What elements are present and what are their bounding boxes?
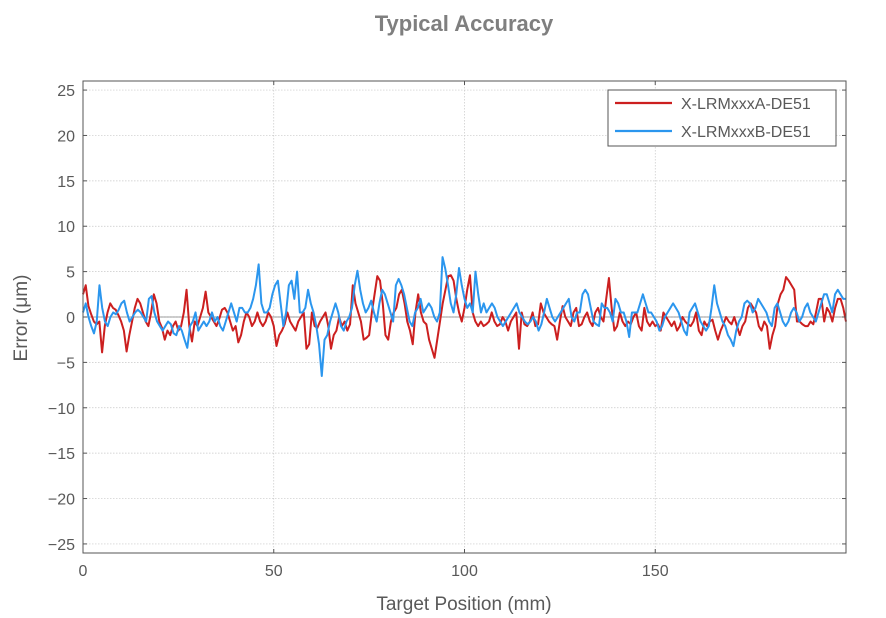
legend-box xyxy=(607,89,837,147)
y-tick-label: −5 xyxy=(57,355,75,372)
y-tick-label: 0 xyxy=(66,310,75,327)
x-tick-label: 50 xyxy=(265,563,283,580)
x-tick-labels: 0 50 100 150 xyxy=(79,81,669,580)
y-tick-label: −15 xyxy=(48,446,75,463)
y-tick-label: −25 xyxy=(48,537,75,554)
grid xyxy=(82,81,846,553)
x-tick-label: 150 xyxy=(642,563,669,580)
y-tick-label: 10 xyxy=(57,219,75,236)
chart-title: Typical Accuracy xyxy=(375,11,554,36)
series-layer xyxy=(82,256,847,377)
x-axis-label: Target Position (mm) xyxy=(376,594,551,615)
y-tick-label: −10 xyxy=(48,401,75,418)
y-tick-label: 20 xyxy=(57,128,75,145)
x-tick-label: 100 xyxy=(451,563,478,580)
y-tick-label: 15 xyxy=(57,174,75,191)
legend-label-series-a: X-LRMxxxA-DE51 xyxy=(681,96,811,113)
y-tick-label: −20 xyxy=(48,492,75,509)
y-tick-label: 5 xyxy=(66,265,75,282)
legend-label-series-b: X-LRMxxxB-DE51 xyxy=(681,124,811,141)
y-axis-label: Error (μm) xyxy=(11,275,32,362)
x-tick-label: 0 xyxy=(79,563,88,580)
legend: X-LRMxxxA-DE51 X-LRMxxxB-DE51 xyxy=(607,89,837,147)
y-tick-labels: −25 −20 −15 −10 −5 0 5 10 15 20 25 xyxy=(48,83,846,554)
y-tick-label: 25 xyxy=(57,83,75,100)
series-line-b xyxy=(82,256,846,377)
